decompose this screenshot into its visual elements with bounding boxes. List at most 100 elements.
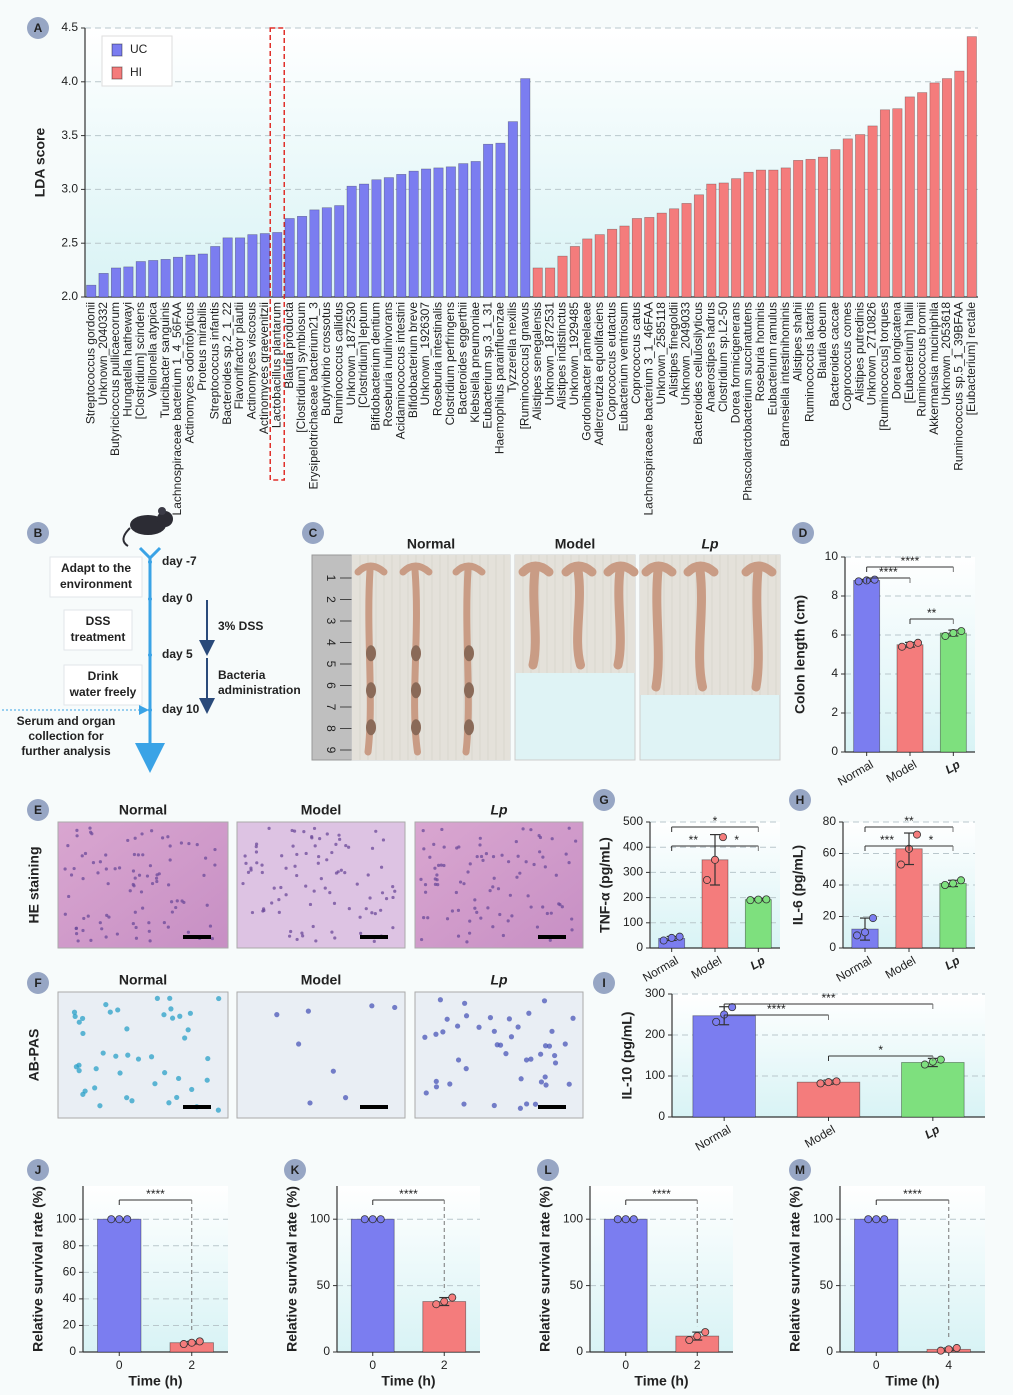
significance-bracket [671, 826, 759, 832]
data-point [898, 642, 907, 651]
cell [150, 829, 154, 833]
y-tick-label: 0 [829, 940, 836, 954]
legend-swatch [111, 43, 123, 57]
cell [246, 870, 251, 874]
panel-badge [27, 799, 49, 821]
bar [86, 284, 97, 298]
x-tick-label: Unknown_1872530 [344, 302, 358, 406]
cell [105, 913, 109, 917]
cell [486, 906, 490, 910]
data-point [360, 1215, 369, 1224]
x-tick-label: [Clostridium] scindens [133, 302, 147, 419]
cell [368, 896, 372, 900]
bar [582, 238, 593, 298]
collection-label: collection for [28, 729, 104, 743]
x-tick-label: Lp [922, 1122, 942, 1141]
cell [279, 885, 283, 890]
y-tick-label: 80 [823, 814, 837, 828]
cell [284, 866, 288, 870]
cell [179, 841, 183, 845]
cell [204, 856, 208, 860]
cell [487, 1015, 494, 1021]
cell [274, 1012, 280, 1018]
micrograph [236, 821, 406, 949]
x-tick-label: 0 [873, 1358, 880, 1372]
x-tick-label: Alistipes shahii [790, 302, 804, 381]
cell [432, 842, 436, 846]
x-tick-label: Barnesiella intestinihominis [778, 302, 792, 447]
y-tick-label: 4.0 [61, 74, 78, 88]
cell [491, 1102, 497, 1109]
cell [202, 873, 206, 877]
y-axis-title: IL-6 (pg/mL) [790, 845, 806, 925]
x-tick-label: Model [802, 1122, 837, 1150]
x-tick-label: Unknown_2710826 [865, 302, 879, 406]
cell [391, 885, 395, 889]
cell [370, 911, 374, 915]
cell [468, 919, 472, 923]
cell [549, 911, 553, 915]
cell [92, 1085, 98, 1091]
cell [481, 858, 485, 862]
cell [128, 889, 132, 893]
cell [81, 928, 85, 933]
significance-bracket [866, 577, 911, 583]
x-tick-label: Gordonibacter pamelaeae [579, 302, 593, 441]
data-point [675, 932, 684, 941]
bar [842, 138, 853, 298]
cell [392, 1004, 398, 1011]
cell [339, 868, 343, 872]
significance-bracket [908, 845, 954, 851]
step-label: DSS [86, 614, 111, 628]
panel-badge [27, 972, 49, 994]
bar [853, 580, 881, 753]
cell [312, 889, 316, 893]
x-tick-label: Butyrivibrio crossotus [319, 302, 333, 416]
cell [166, 883, 171, 887]
significance-bracket [714, 845, 759, 851]
bar [879, 109, 890, 298]
cell [440, 1029, 446, 1035]
cell [514, 839, 518, 844]
significance-label: ** [904, 814, 914, 828]
y-tick-label: 6 [831, 627, 838, 641]
cell [91, 861, 96, 865]
cell [148, 1054, 155, 1060]
cell [213, 847, 217, 852]
cell [66, 844, 70, 848]
x-tick-label: Unknown_1872531 [542, 302, 556, 406]
bar [259, 233, 270, 298]
x-tick-label: Roseburia intestinalis [431, 302, 445, 416]
cell [131, 882, 135, 887]
micrograph-title: Lp [490, 972, 508, 988]
cell [479, 916, 483, 920]
bar [383, 177, 394, 298]
x-tick-label: [Ruminococcus] torques [877, 302, 891, 431]
cell [454, 890, 458, 895]
cell [288, 934, 292, 938]
stool-pellet [411, 682, 421, 699]
cell [570, 928, 574, 932]
cell [473, 898, 477, 902]
x-tick-label: Flavonifractor plautii [232, 302, 246, 409]
y-tick-label: 4 [831, 666, 838, 680]
data-point [719, 833, 728, 842]
cell [243, 854, 247, 858]
cell [304, 851, 308, 856]
data-point [762, 895, 771, 904]
photo-title: Lp [701, 536, 719, 552]
x-tick-label: Alistipes finegoldii [666, 302, 680, 397]
x-tick-label: 0 [116, 1358, 123, 1372]
bar [656, 212, 667, 298]
cell [570, 917, 574, 921]
cell [73, 1064, 79, 1070]
data-point [123, 1215, 132, 1224]
x-tick-label: Actinomyces viscosus [245, 302, 259, 419]
cell [344, 843, 348, 848]
y-tick-label: 40 [823, 877, 837, 891]
cell [503, 1051, 509, 1057]
bar [557, 255, 568, 298]
y-tick-label: 0 [69, 1344, 76, 1358]
bar [98, 273, 109, 298]
cell [473, 906, 477, 910]
